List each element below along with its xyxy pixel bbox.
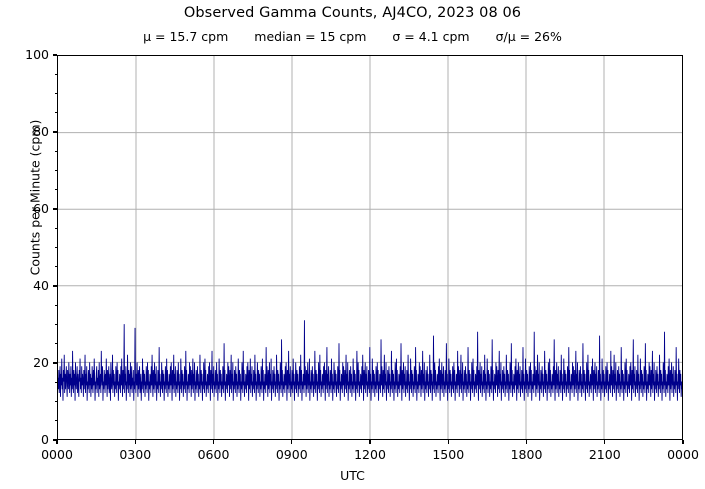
chart-subtitle-stats: μ = 15.7 cpm median = 15 cpm σ = 4.1 cpm σ/… [0, 29, 705, 44]
y-tick-label: 20 [33, 355, 49, 370]
x-tick-mark [682, 440, 684, 444]
x-tick-label: 2100 [588, 447, 621, 462]
stat-mean: μ = 15.7 cpm [143, 29, 229, 44]
x-tick-label: 0000 [41, 447, 73, 462]
plot-area [57, 55, 683, 440]
grid-lines [58, 56, 682, 439]
x-tick-label: 0000 [667, 447, 699, 462]
x-tick-mark [56, 440, 58, 444]
x-tick-label: 1800 [510, 447, 543, 462]
stat-sigma-over-mu: σ/μ = 26% [495, 29, 562, 44]
x-tick-label: 1200 [354, 447, 386, 462]
x-tick-mark [447, 440, 449, 444]
stat-sigma: σ = 4.1 cpm [392, 29, 470, 44]
x-tick-label: 0600 [197, 447, 230, 462]
x-tick-mark [212, 440, 215, 444]
x-tick-mark [134, 440, 136, 444]
x-tick-mark [604, 440, 606, 444]
data-series-line [58, 320, 682, 400]
stat-median: median = 15 cpm [254, 29, 367, 44]
x-tick-label: 0300 [119, 447, 152, 462]
plot-svg [58, 56, 682, 439]
y-tick-label: 0 [41, 432, 49, 447]
y-axis-label: Counts per Minute (cpm) [27, 119, 43, 276]
x-tick-mark [369, 440, 371, 444]
x-tick-label: 0900 [275, 447, 308, 462]
x-axis-label: UTC [340, 468, 365, 483]
x-tick-mark [291, 440, 293, 444]
x-tick-label: 1500 [432, 447, 465, 462]
data-series-group [58, 320, 682, 400]
x-tick-mark [525, 440, 528, 444]
chart-title: Observed Gamma Counts, AJ4CO, 2023 08 06 [183, 5, 522, 21]
